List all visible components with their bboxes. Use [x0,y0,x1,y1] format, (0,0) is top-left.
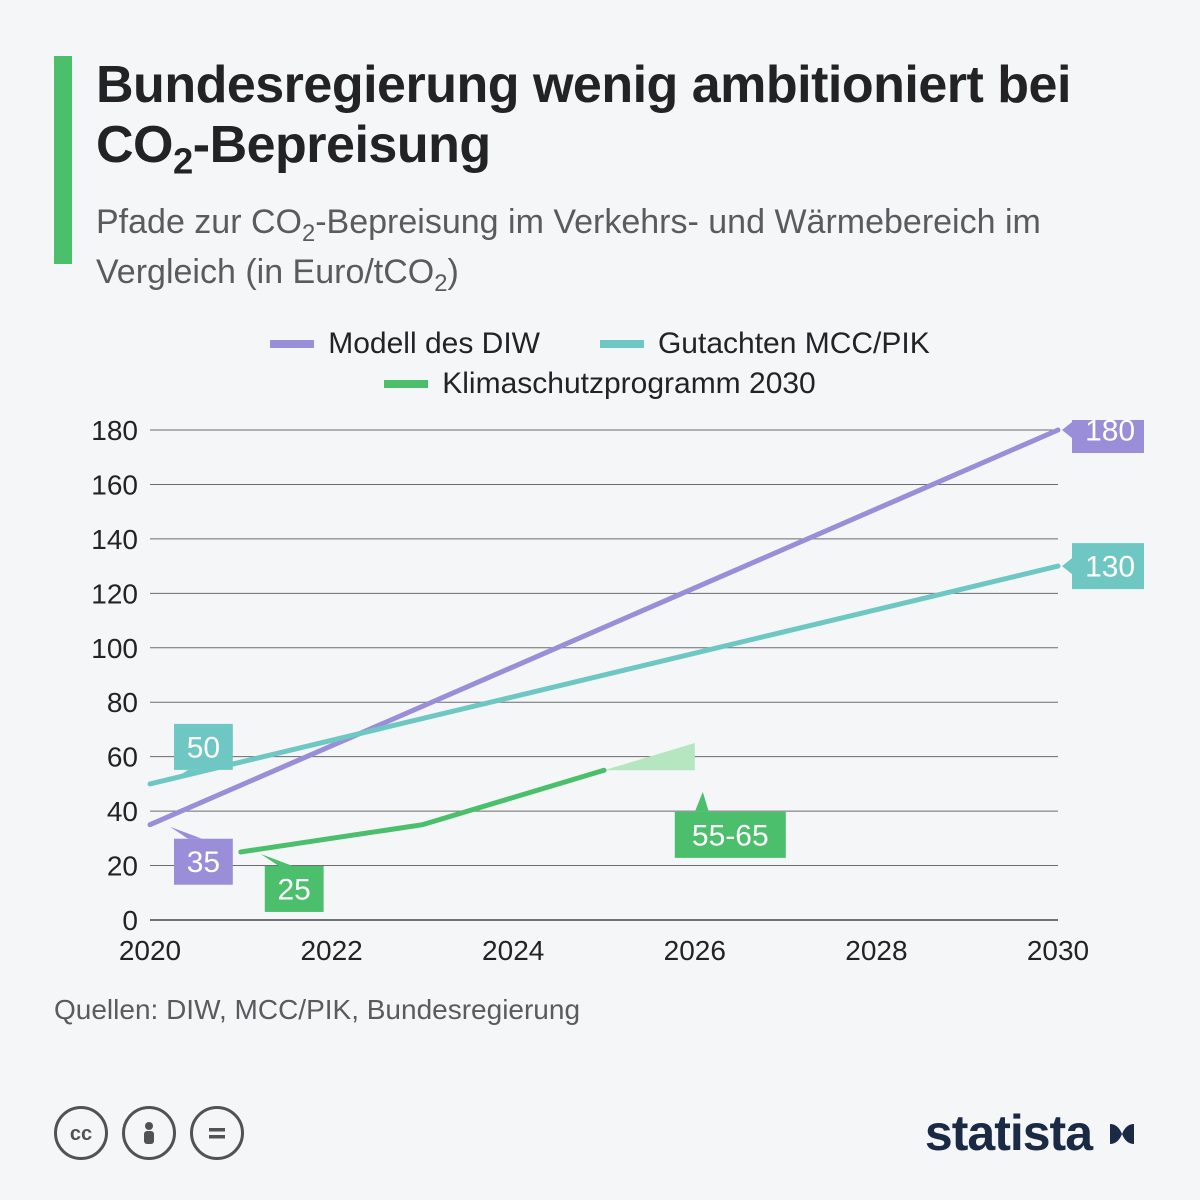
svg-text:2024: 2024 [482,935,544,966]
legend-swatch [270,340,314,348]
legend-swatch [600,340,644,348]
legend-swatch [384,380,428,388]
svg-text:60: 60 [107,742,138,773]
cc-icon: cc [54,1106,108,1160]
legend-item-klima: Klimaschutzprogramm 2030 [384,367,816,401]
statista-logo-mark [1100,1110,1146,1156]
svg-text:2020: 2020 [119,935,181,966]
svg-text:cc: cc [70,1123,92,1145]
svg-text:2022: 2022 [300,935,362,966]
cc-license-icons: cc [54,1106,244,1160]
svg-text:80: 80 [107,687,138,718]
svg-text:160: 160 [91,469,138,500]
statista-logo: statista [925,1104,1146,1162]
svg-text:120: 120 [91,578,138,609]
svg-text:130: 130 [1085,551,1135,584]
svg-text:50: 50 [187,731,220,764]
svg-text:2028: 2028 [845,935,907,966]
chart-title: Bundesregierung wenig ambitioniert bei C… [96,56,1146,182]
svg-text:20: 20 [107,851,138,882]
svg-text:2026: 2026 [664,935,726,966]
svg-text:180: 180 [91,420,138,446]
legend-label: Klimaschutzprogramm 2030 [442,367,816,401]
legend-item-mcc: Gutachten MCC/PIK [600,327,930,361]
svg-text:25: 25 [278,873,311,906]
svg-text:0: 0 [122,905,138,936]
by-icon [122,1106,176,1160]
accent-bar [54,56,72,264]
svg-text:180: 180 [1085,420,1135,448]
legend: Modell des DIW Gutachten MCC/PIK Klimasc… [54,327,1146,401]
svg-text:35: 35 [187,846,220,879]
source-line: Quellen: DIW, MCC/PIK, Bundesregierung [54,994,580,1026]
nd-icon [190,1106,244,1160]
chart-subtitle: Pfade zur CO2-Bepreisung im Verkehrs- un… [96,200,1146,299]
svg-text:55-65: 55-65 [692,819,769,852]
svg-text:40: 40 [107,796,138,827]
svg-text:140: 140 [91,524,138,555]
svg-text:100: 100 [91,633,138,664]
svg-text:2030: 2030 [1027,935,1089,966]
line-chart: 0204060801001201401601802020202220242026… [84,420,1144,940]
legend-label: Gutachten MCC/PIK [658,327,930,361]
legend-label: Modell des DIW [328,327,540,361]
legend-item-diw: Modell des DIW [270,327,540,361]
